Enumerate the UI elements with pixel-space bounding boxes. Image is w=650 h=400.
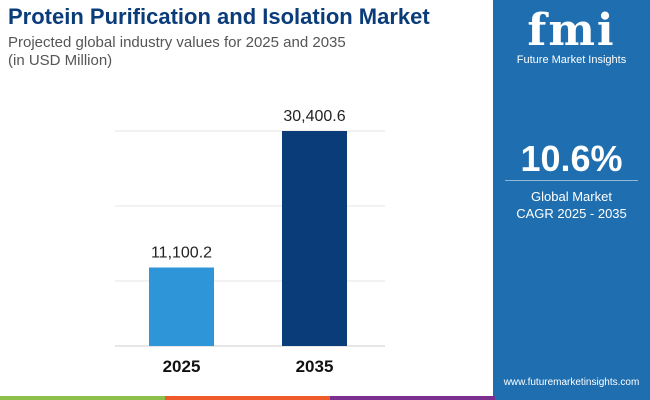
- divider: [505, 180, 638, 181]
- page-title: Protein Purification and Isolation Marke…: [8, 4, 430, 29]
- page-subtitle: Projected global industry values for 202…: [8, 34, 346, 70]
- website-link[interactable]: www.futuremarketinsights.com: [503, 377, 640, 388]
- bar-2025: [149, 267, 214, 346]
- bar-2035: [282, 131, 347, 346]
- fmi-logo: fmi Future Market Insights: [493, 0, 650, 78]
- strip-blue: [495, 396, 650, 400]
- x-tick-2035: 2035: [296, 357, 334, 376]
- info-panel: fmi Future Market Insights 10.6% Global …: [493, 0, 650, 396]
- logo-mark: fmi: [527, 5, 616, 56]
- cagr-label-2: CAGR 2025 - 2035: [516, 206, 627, 221]
- data-label-2035: 30,400.6: [283, 108, 345, 125]
- x-tick-2025: 2025: [163, 357, 201, 376]
- strip-purple: [330, 396, 495, 400]
- cagr-label: Global Market CAGR 2025 - 2035: [493, 188, 650, 222]
- data-label-2025: 11,100.2: [151, 244, 212, 261]
- cagr-value: 10.6%: [520, 138, 623, 179]
- bar-chart: 11,100.2 2025 30,400.6 2035: [115, 108, 385, 376]
- logo-brand: Future Market Insights: [516, 54, 627, 66]
- cagr-label-1: Global Market: [531, 189, 612, 204]
- strip-green: [0, 396, 165, 400]
- strip-orange: [165, 396, 330, 400]
- subtitle-line: Projected global industry values for 202…: [8, 34, 346, 51]
- subtitle-unit: (in USD Million): [8, 52, 113, 69]
